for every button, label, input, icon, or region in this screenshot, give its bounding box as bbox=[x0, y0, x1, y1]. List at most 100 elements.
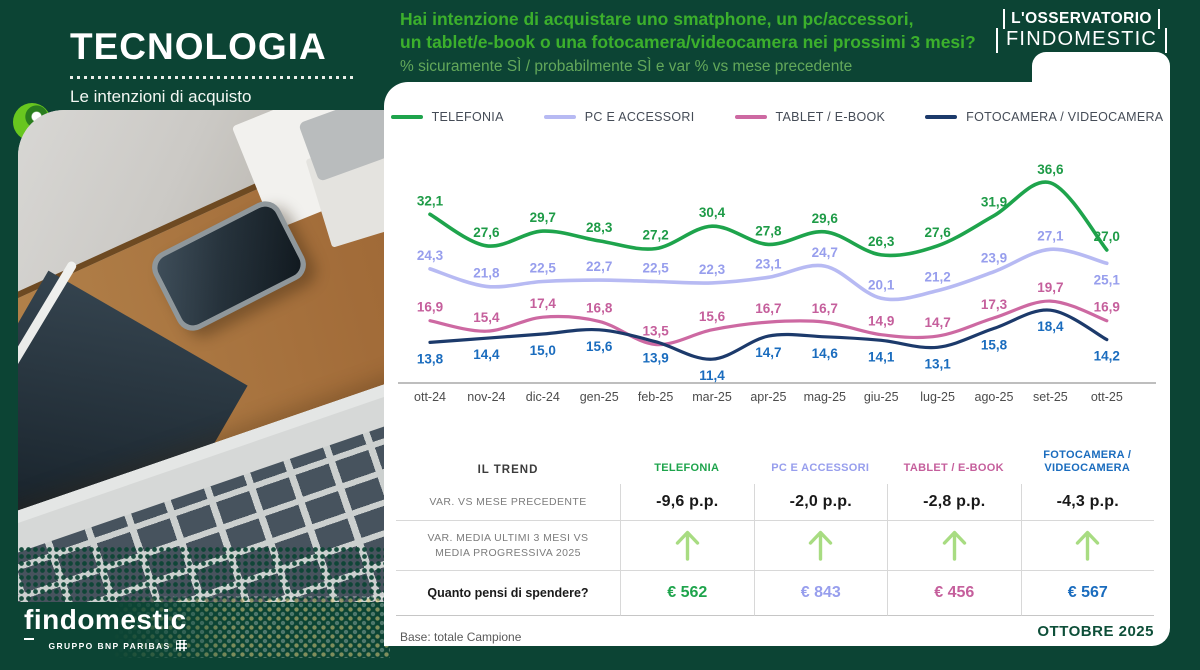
data-point-label: 11,4 bbox=[699, 368, 725, 383]
data-point-label: 28,3 bbox=[586, 220, 613, 235]
data-point-label: 14,6 bbox=[812, 346, 839, 361]
halftone-pattern bbox=[112, 596, 390, 658]
data-point-label: 22,7 bbox=[586, 259, 612, 274]
data-point-label: 21,2 bbox=[924, 270, 950, 285]
x-axis-label: mag-25 bbox=[804, 390, 846, 404]
page-title: TECNOLOGIA bbox=[70, 26, 327, 67]
x-axis-label: gen-25 bbox=[580, 390, 619, 404]
trend-column-header: TELEFONIA bbox=[654, 462, 720, 475]
report-card: TELEFONIA PC E ACCESSORI TABLET / E-BOOK FO… bbox=[384, 82, 1170, 646]
data-point-label: 14,7 bbox=[755, 345, 781, 360]
chart-line-3 bbox=[428, 308, 1109, 361]
legend-line-swatch bbox=[390, 115, 423, 119]
data-point-label: 29,6 bbox=[812, 211, 839, 226]
up-arrow-icon bbox=[675, 530, 699, 561]
trend-cell bbox=[887, 520, 1021, 570]
trend-column-header: PC E ACCESSORI bbox=[771, 462, 870, 475]
data-point-label: 14,4 bbox=[473, 347, 500, 362]
trend-cell bbox=[753, 520, 887, 570]
x-axis-label: ott-25 bbox=[1091, 390, 1123, 404]
data-point-label: 15,0 bbox=[530, 343, 556, 358]
x-axis-label: apr-25 bbox=[750, 390, 786, 404]
trend-cell: € 843 bbox=[753, 570, 887, 616]
trend-row-label: Quanto pensi di spendere? bbox=[396, 570, 620, 616]
osservatorio-findomestic-logo: L'OSSERVATORIO FINDOMESTIC bbox=[996, 9, 1167, 53]
x-axis-label: dic-24 bbox=[526, 390, 560, 404]
osservatorio-logo-line2: FINDOMESTIC bbox=[996, 28, 1167, 53]
x-axis-label: set-25 bbox=[1033, 390, 1068, 404]
legend-line-swatch bbox=[543, 115, 576, 119]
data-point-label: 26,3 bbox=[868, 234, 895, 249]
data-point-label: 23,9 bbox=[981, 251, 1007, 266]
data-point-label: 30,4 bbox=[699, 205, 726, 220]
data-point-label: 14,9 bbox=[868, 314, 894, 329]
line-chart: ott-24 nov-24 dic-24 gen-25 feb-25 mar-25 apr-… bbox=[398, 162, 1156, 404]
trend-cell bbox=[1020, 520, 1154, 570]
legend-label: PC E ACCESSORI bbox=[584, 110, 695, 124]
legend-line-swatch bbox=[925, 115, 958, 119]
desk-photo bbox=[18, 110, 390, 602]
data-point-label: 24,3 bbox=[417, 248, 444, 263]
data-point-label: 22,5 bbox=[530, 261, 557, 276]
data-point-label: 27,8 bbox=[755, 223, 782, 238]
x-axis-label: nov-24 bbox=[467, 390, 505, 404]
data-point-label: 17,3 bbox=[981, 297, 1008, 312]
data-point-label: 27,6 bbox=[924, 225, 951, 240]
up-arrow-icon bbox=[942, 530, 966, 561]
bnp-paribas-icon bbox=[175, 640, 187, 651]
report-date: OTTOBRE 2025 bbox=[1037, 623, 1154, 640]
osservatorio-logo-line1: L'OSSERVATORIO bbox=[1003, 9, 1160, 29]
data-point-label: 16,8 bbox=[586, 300, 613, 315]
legend-label: TELEFONIA bbox=[431, 110, 504, 124]
data-point-label: 27,6 bbox=[473, 225, 500, 240]
findomestic-logo: findomestic GRUPPO BNP PARIBAS bbox=[24, 604, 187, 651]
trend-cell bbox=[620, 520, 754, 570]
legend-label: TABLET / E-BOOK bbox=[775, 110, 886, 124]
data-point-label: 27,0 bbox=[1094, 229, 1120, 244]
trend-cell: € 562 bbox=[620, 570, 754, 616]
legend-item: TELEFONIA bbox=[390, 110, 504, 124]
legend-item: PC E ACCESSORI bbox=[543, 110, 695, 124]
chart-line-2 bbox=[428, 299, 1109, 347]
data-point-label: 22,3 bbox=[699, 262, 726, 277]
trend-column-header: TABLET / E-BOOK bbox=[903, 462, 1004, 475]
trend-cell: -4,3 p.p. bbox=[1020, 484, 1155, 520]
data-point-label: 24,7 bbox=[812, 245, 838, 260]
up-arrow-icon bbox=[1076, 530, 1100, 561]
legend-item: TABLET / E-BOOK bbox=[734, 110, 886, 124]
trend-cell: € 456 bbox=[887, 570, 1021, 616]
up-arrow-icon bbox=[809, 530, 833, 561]
data-point-label: 20,1 bbox=[868, 277, 895, 292]
base-note: Base: totale Campione bbox=[400, 630, 522, 644]
data-point-label: 17,4 bbox=[530, 296, 557, 311]
data-point-label: 16,9 bbox=[417, 300, 443, 315]
data-point-label: 15,4 bbox=[473, 310, 500, 325]
dotted-divider bbox=[70, 76, 357, 79]
data-point-label: 21,8 bbox=[473, 265, 500, 280]
data-point-label: 36,6 bbox=[1037, 162, 1064, 177]
chart-legend: TELEFONIA PC E ACCESSORI TABLET / E-BOOK FO… bbox=[384, 110, 1170, 124]
trend-row-label: VAR. MEDIA ULTIMI 3 MESI VS MEDIA PROGRES… bbox=[396, 520, 620, 570]
x-axis-label: giu-25 bbox=[864, 390, 899, 404]
legend-line-swatch bbox=[734, 115, 767, 119]
data-point-label: 16,7 bbox=[812, 301, 838, 316]
data-point-label: 16,9 bbox=[1094, 300, 1120, 315]
data-point-label: 23,1 bbox=[755, 256, 782, 271]
data-point-label: 13,1 bbox=[924, 356, 951, 371]
data-point-label: 16,7 bbox=[755, 301, 781, 316]
bnp-tagline: GRUPPO BNP PARIBAS bbox=[48, 640, 171, 651]
legend-item: FOTOCAMERA / VIDEOCAMERA bbox=[925, 110, 1163, 124]
x-axis-label: lug-25 bbox=[920, 390, 955, 404]
data-point-label: 15,6 bbox=[586, 339, 613, 354]
data-point-label: 13,5 bbox=[642, 324, 669, 339]
question-line-2: un tablet/e-book o una fotocamera/videoc… bbox=[400, 32, 976, 52]
page-subtitle: Le intenzioni di acquisto bbox=[70, 87, 252, 106]
data-point-label: 14,1 bbox=[868, 349, 895, 364]
data-point-label: 22,5 bbox=[642, 261, 669, 276]
x-axis-label: feb-25 bbox=[638, 390, 673, 404]
data-point-label: 15,6 bbox=[699, 309, 726, 324]
x-axis-label: mar-25 bbox=[692, 390, 732, 404]
data-point-label: 27,2 bbox=[642, 228, 668, 243]
chart-line-0 bbox=[428, 180, 1109, 258]
data-point-label: 13,9 bbox=[642, 351, 668, 366]
